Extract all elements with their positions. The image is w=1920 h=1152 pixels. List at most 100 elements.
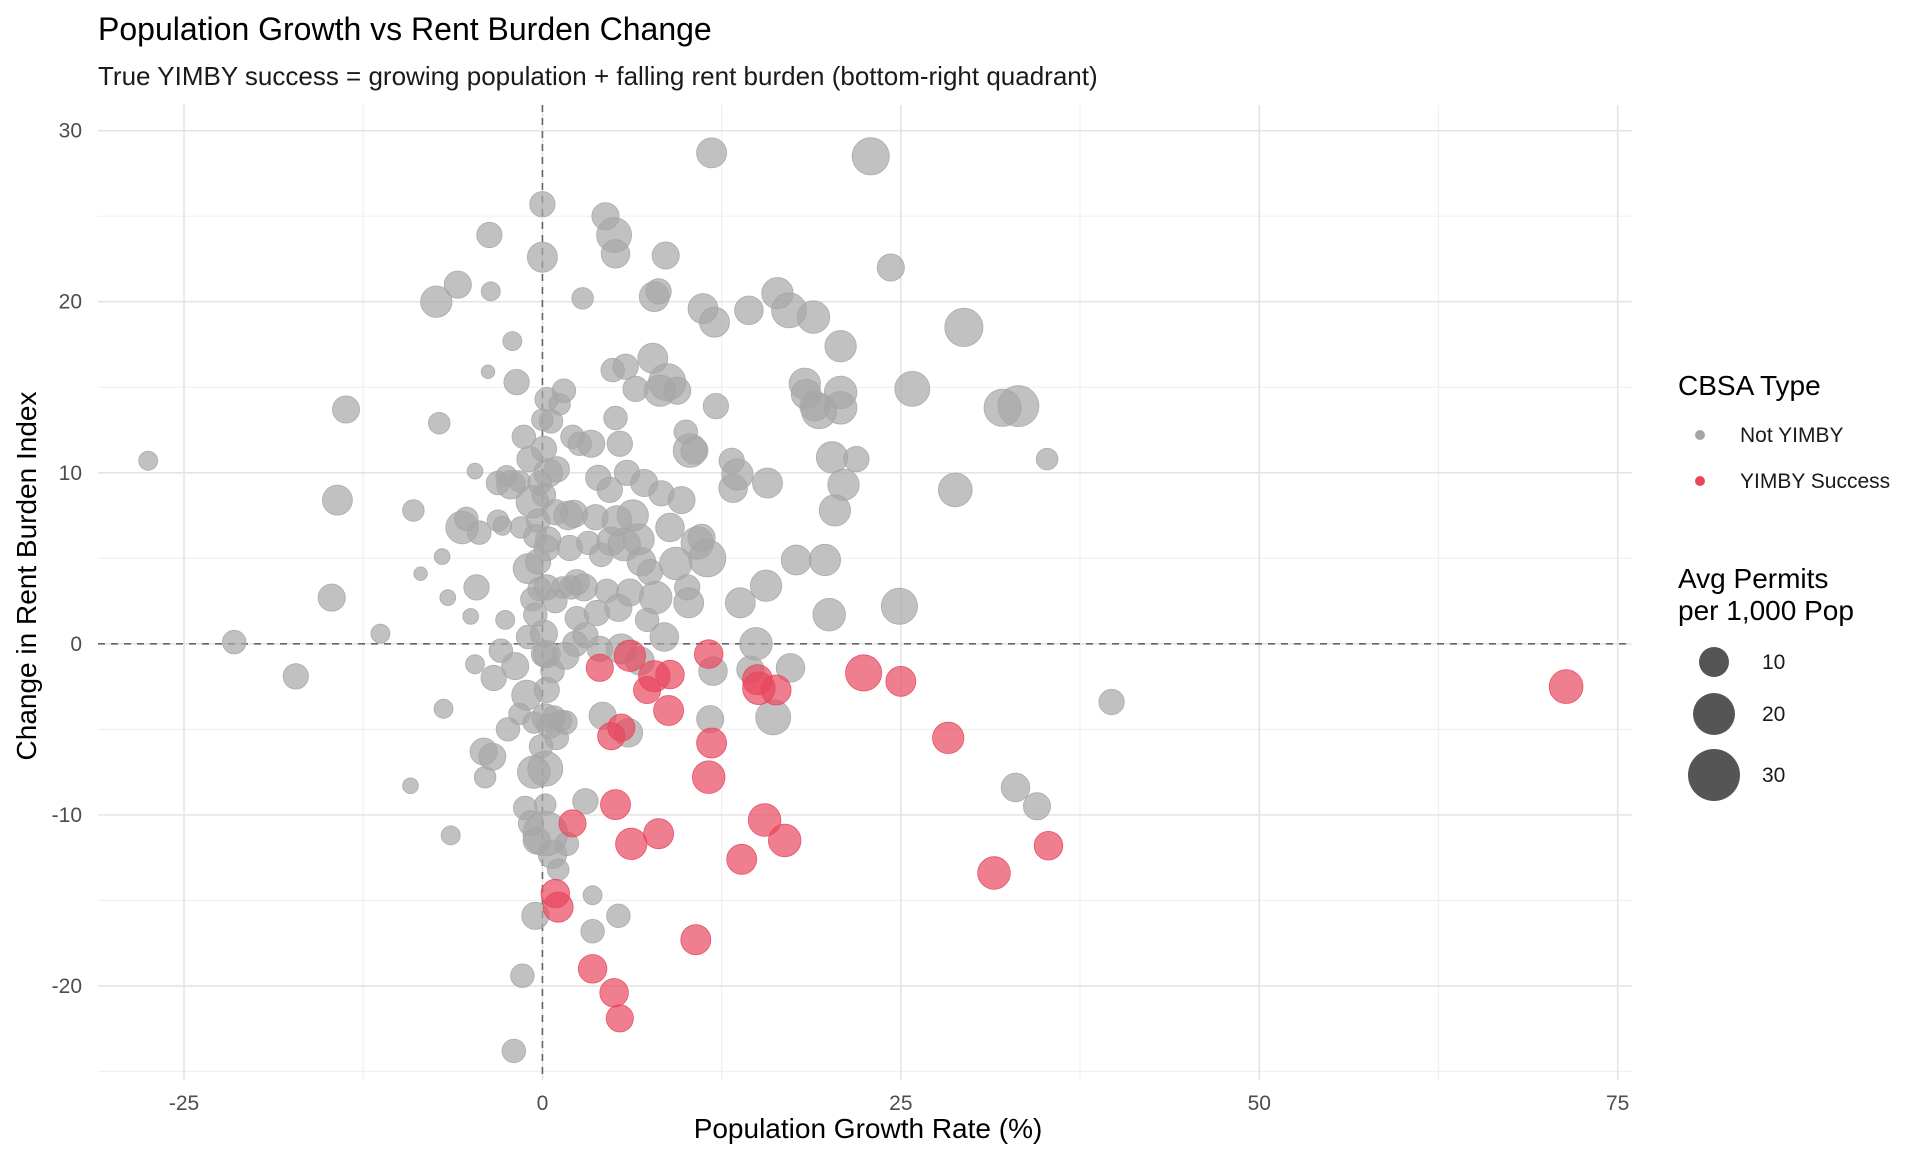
axis-ticks: -25 0 25 50 75 -20 -10 0 10 20 30 [52, 120, 1630, 1115]
point-yimby-success [747, 803, 782, 837]
point-not-yimby [543, 456, 570, 483]
point-not-yimby [724, 587, 756, 619]
point-yimby-success [885, 666, 917, 697]
point-not-yimby [317, 583, 346, 612]
point-not-yimby [1035, 447, 1059, 471]
point-not-yimby [439, 589, 457, 606]
point-not-yimby [495, 610, 516, 630]
point-yimby-success [768, 823, 802, 858]
point-not-yimby [582, 885, 603, 906]
chart-subtitle: True YIMBY success = growing population … [98, 61, 1098, 91]
point-yimby-success [613, 639, 647, 672]
point-not-yimby [476, 221, 503, 249]
point-not-yimby [527, 241, 558, 273]
point-not-yimby [402, 777, 419, 795]
x-tick-label: 75 [1606, 1092, 1629, 1115]
point-not-yimby [443, 270, 472, 299]
point-not-yimby [688, 539, 727, 578]
point-not-yimby [502, 331, 523, 352]
point-not-yimby [596, 476, 623, 503]
point-not-yimby [937, 472, 973, 508]
point-not-yimby [702, 392, 730, 420]
y-axis-title: Change in Rent Burden Index [11, 392, 42, 761]
point-not-yimby [615, 578, 644, 607]
point-not-yimby [462, 608, 480, 625]
point-not-yimby [529, 191, 556, 218]
legend-color-title: CBSA Type [1678, 370, 1821, 401]
point-not-yimby [645, 278, 672, 305]
point-not-yimby [780, 544, 812, 576]
point-not-yimby [944, 307, 984, 347]
point-yimby-success [1033, 831, 1064, 861]
point-yimby-success [696, 727, 727, 759]
point-yimby-success [585, 653, 614, 682]
point-yimby-success [615, 827, 648, 861]
point-not-yimby [876, 253, 905, 282]
point-not-yimby [812, 598, 846, 632]
point-not-yimby [603, 405, 628, 431]
legend-size-label-30: 30 [1762, 764, 1785, 787]
point-not-yimby [331, 395, 360, 424]
point-not-yimby [612, 353, 639, 380]
point-not-yimby [894, 370, 931, 407]
y-tick-label: 30 [59, 120, 82, 143]
point-not-yimby [734, 295, 764, 326]
point-yimby-success [605, 1004, 634, 1033]
point-not-yimby [221, 629, 247, 655]
point-yimby-success [577, 954, 608, 984]
point-not-yimby [480, 664, 507, 692]
legend-size-key-30 [1688, 749, 1740, 801]
point-not-yimby [467, 520, 492, 545]
point-not-yimby [433, 698, 454, 719]
x-axis-title: Population Growth Rate (%) [694, 1113, 1043, 1144]
y-tick-label: -20 [52, 975, 82, 998]
point-yimby-success [558, 809, 587, 838]
point-not-yimby [440, 825, 461, 846]
point-not-yimby [843, 445, 870, 473]
point-yimby-success [760, 674, 792, 706]
point-not-yimby [755, 699, 792, 736]
x-tick-label: 25 [889, 1092, 912, 1115]
point-yimby-success [653, 695, 684, 726]
point-not-yimby [699, 306, 730, 338]
legend-label-not-yimby: Not YIMBY [1740, 424, 1843, 447]
point-not-yimby [667, 486, 696, 515]
point-yimby-success [655, 659, 685, 690]
y-tick-label: -10 [52, 804, 82, 827]
point-not-yimby [663, 376, 692, 405]
point-not-yimby [680, 436, 709, 465]
point-not-yimby [492, 515, 513, 536]
point-not-yimby [413, 566, 428, 581]
point-not-yimby [402, 499, 425, 522]
point-yimby-success [692, 760, 726, 794]
legend-size-key-20 [1693, 693, 1735, 735]
point-not-yimby [651, 241, 680, 270]
point-not-yimby [606, 430, 633, 457]
x-tick-label: -25 [169, 1092, 199, 1115]
point-not-yimby [571, 287, 594, 310]
legend-label-yimby-success: YIMBY Success [1740, 470, 1890, 493]
point-not-yimby [527, 750, 564, 787]
point-yimby-success [599, 978, 629, 1008]
x-tick-label: 50 [1248, 1092, 1271, 1115]
point-not-yimby [138, 450, 159, 471]
point-yimby-success [977, 856, 1011, 890]
legend-key-yimby-success [1695, 476, 1705, 486]
point-not-yimby [282, 663, 309, 690]
point-not-yimby [824, 330, 857, 363]
y-tick-label: 10 [59, 462, 82, 485]
point-not-yimby [501, 652, 530, 681]
point-not-yimby [600, 239, 631, 269]
point-not-yimby [465, 654, 485, 675]
point-yimby-success [1548, 669, 1584, 704]
point-yimby-success [845, 654, 883, 692]
chart-title: Population Growth vs Rent Burden Change [98, 11, 712, 47]
point-not-yimby [478, 742, 507, 771]
point-not-yimby [796, 300, 831, 334]
point-yimby-success [726, 843, 758, 875]
point-not-yimby [501, 1038, 527, 1064]
point-yimby-success [542, 891, 574, 923]
point-not-yimby [577, 429, 606, 458]
point-not-yimby [547, 858, 570, 881]
